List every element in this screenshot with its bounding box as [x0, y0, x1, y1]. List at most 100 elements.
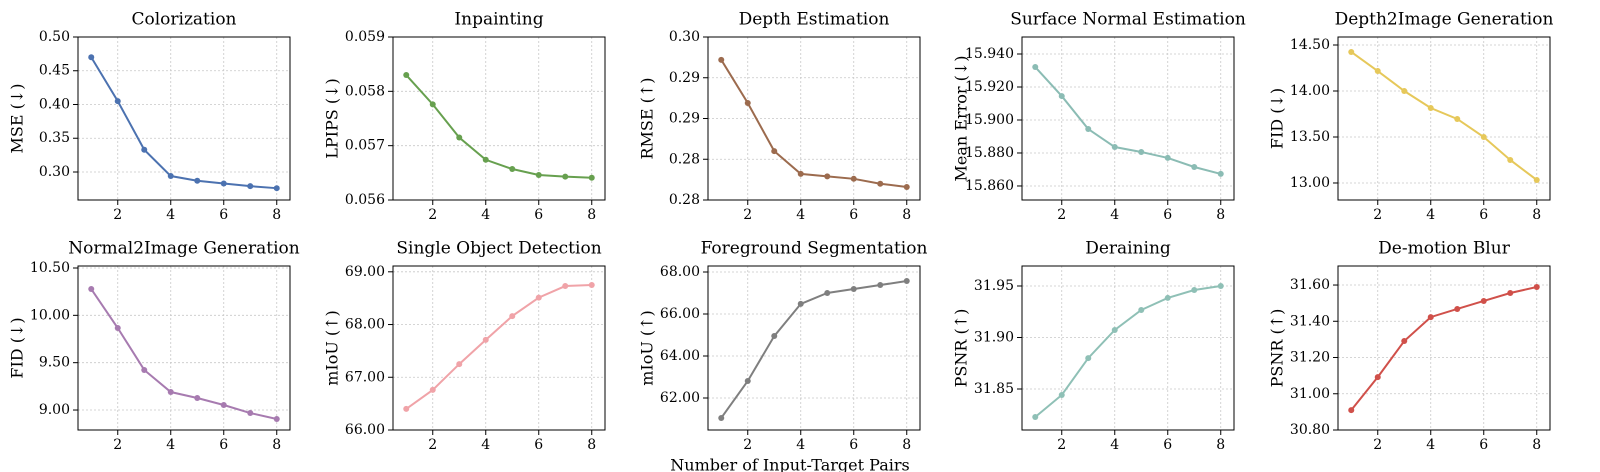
y-tick-label: 15.920: [965, 79, 1014, 95]
data-point: [167, 389, 174, 396]
y-tick-label: 0.40: [39, 96, 70, 112]
x-tick-label: 8: [272, 437, 281, 453]
y-axis-label: RMSE (↑): [638, 77, 657, 159]
chart-title: Depth Estimation: [739, 10, 890, 30]
x-tick-label: 4: [166, 207, 175, 223]
data-point: [850, 175, 857, 182]
x-tick-label: 6: [534, 437, 543, 453]
axes-frame: [1021, 265, 1235, 431]
data-point: [535, 294, 542, 301]
y-axis-label: LPIPS (↓): [323, 78, 342, 158]
data-point: [1058, 93, 1065, 100]
axes-frame: [1337, 265, 1551, 431]
y-axis-label: PSNR (↑): [1268, 309, 1287, 388]
chart-title: Normal2Image Generation: [68, 239, 299, 259]
y-axis-label: Mean Error (↓): [952, 55, 971, 181]
data-point: [456, 134, 463, 141]
x-tick-label: 6: [219, 437, 228, 453]
x-tick-label: 2: [743, 437, 752, 453]
data-point: [562, 173, 569, 180]
data-point: [1401, 338, 1408, 345]
data-point: [588, 174, 595, 181]
series-line: [720, 59, 907, 188]
data-point: [1480, 297, 1487, 304]
data-point: [456, 361, 463, 368]
y-tick-label: 69.00: [345, 264, 385, 280]
y-tick-label: 0.28: [669, 151, 700, 167]
y-tick-label: 15.860: [965, 178, 1014, 194]
data-point: [744, 377, 751, 384]
y-tick-label: 14.00: [1290, 83, 1330, 99]
data-point: [1427, 314, 1434, 321]
x-tick-label: 2: [428, 437, 437, 453]
data-point: [1533, 176, 1540, 183]
x-tick-label: 6: [849, 437, 858, 453]
x-tick-label: 8: [902, 207, 911, 223]
y-tick-label: 0.30: [669, 29, 700, 45]
chart-title: Inpainting: [454, 10, 543, 30]
y-axis-label: mIoU (↑): [323, 310, 342, 386]
y-tick-label: 67.00: [345, 369, 385, 385]
x-tick-label: 6: [1479, 437, 1488, 453]
y-tick-label: 0.50: [39, 29, 70, 45]
data-point: [114, 98, 121, 105]
x-tick-label: 8: [1532, 437, 1541, 453]
x-tick-label: 2: [113, 437, 122, 453]
chart-title: Surface Normal Estimation: [1010, 10, 1246, 30]
data-point: [1032, 64, 1039, 71]
x-tick-label: 2: [1373, 437, 1382, 453]
y-tick-label: 64.00: [660, 348, 700, 364]
x-tick-label: 2: [1057, 437, 1066, 453]
series-line: [1350, 51, 1538, 181]
data-point: [1374, 374, 1381, 381]
x-tick-label: 8: [1532, 207, 1541, 223]
data-point: [744, 100, 751, 107]
data-point: [1138, 148, 1145, 155]
data-point: [1533, 284, 1540, 291]
series-line: [90, 288, 277, 420]
chart-title: Foreground Segmentation: [701, 239, 928, 259]
data-point: [429, 101, 436, 108]
x-tick-label: 4: [796, 437, 805, 453]
data-point: [850, 286, 857, 293]
x-tick-label: 4: [166, 437, 175, 453]
data-point: [194, 394, 201, 401]
data-point: [588, 281, 595, 288]
y-axis-label: PSNR (↑): [952, 309, 971, 388]
data-point: [562, 283, 569, 290]
data-point: [1191, 164, 1198, 171]
x-tick-label: 8: [587, 207, 596, 223]
data-point: [247, 410, 254, 417]
x-tick-label: 4: [1426, 437, 1435, 453]
x-tick-label: 2: [1373, 207, 1382, 223]
data-point: [1085, 126, 1092, 133]
y-tick-label: 15.940: [965, 46, 1014, 62]
x-tick-label: 6: [1163, 437, 1172, 453]
data-point: [1191, 287, 1198, 294]
chart-title: De-motion Blur: [1378, 239, 1511, 259]
y-tick-label: 15.900: [965, 112, 1014, 128]
chart-title: Depth2Image Generation: [1335, 10, 1554, 30]
data-point: [88, 286, 95, 293]
x-tick-label: 4: [1426, 207, 1435, 223]
y-tick-label: 14.50: [1290, 37, 1330, 53]
data-point: [535, 172, 542, 179]
axes-frame: [392, 36, 606, 201]
series-line: [1034, 66, 1222, 175]
data-point: [1111, 326, 1118, 333]
data-point: [1507, 156, 1514, 163]
y-tick-label: 0.29: [669, 70, 700, 86]
axes-frame: [392, 265, 606, 431]
data-point: [877, 282, 884, 289]
y-axis-label: mIoU (↑): [638, 310, 657, 386]
data-point: [877, 180, 884, 187]
chart-title: Single Object Detection: [396, 239, 601, 259]
x-tick-label: 4: [481, 207, 490, 223]
data-point: [403, 72, 410, 79]
x-tick-label: 8: [587, 437, 596, 453]
data-point: [114, 325, 121, 332]
data-point: [429, 386, 436, 393]
x-tick-label: 6: [849, 207, 858, 223]
x-tick-label: 4: [481, 437, 490, 453]
